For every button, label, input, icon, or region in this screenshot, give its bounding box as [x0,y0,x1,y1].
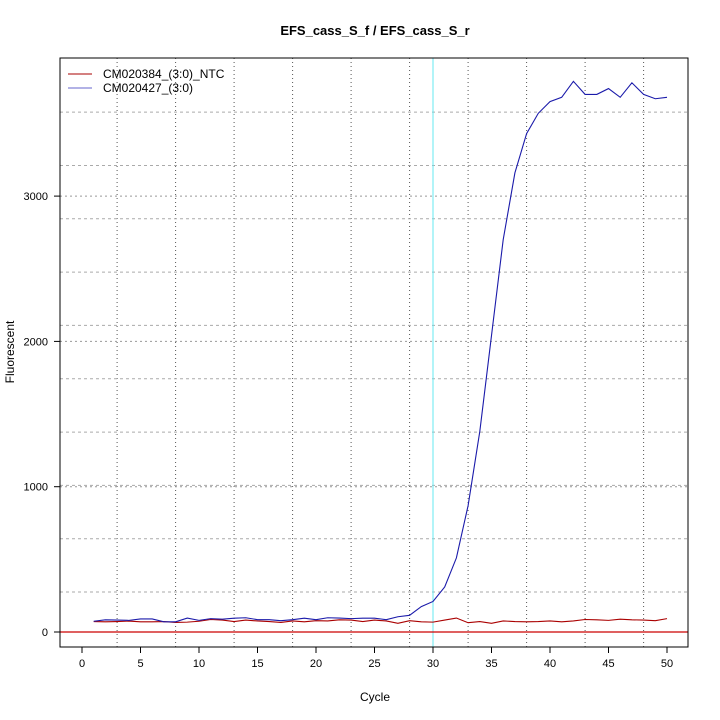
x-tick-label: 25 [368,658,380,670]
plot-frame [59,57,689,648]
x-tick-label: 10 [193,658,205,670]
chart-title: EFS_cass_S_f / EFS_cass_S_r [280,23,469,38]
y-tick-label: 1000 [24,482,48,494]
y-tick-label: 3000 [24,191,48,203]
x-tick-label: 50 [661,658,673,670]
x-tick-label: 15 [251,658,263,670]
x-tick-label: 5 [137,658,143,670]
y-axis-label: Fluorescent [3,320,17,383]
x-axis-label: Cycle [360,690,390,704]
legend-label-ntc: CM020384_(3:0)_NTC [103,67,225,81]
y-tick-label: 0 [42,627,48,639]
x-tick-label: 20 [310,658,322,670]
y-tick-label: 2000 [24,336,48,348]
series-line-1 [93,80,668,623]
series-line-0 [93,617,668,624]
legend: CM020384_(3:0)_NTC CM020427_(3:0) [68,67,225,95]
legend-label-sample: CM020427_(3:0) [103,81,193,95]
x-tick-label: 45 [602,658,614,670]
x-tick-label: 30 [427,658,439,670]
x-tick-label: 35 [485,658,497,670]
x-tick-label: 0 [79,658,85,670]
x-tick-label: 40 [544,658,556,670]
